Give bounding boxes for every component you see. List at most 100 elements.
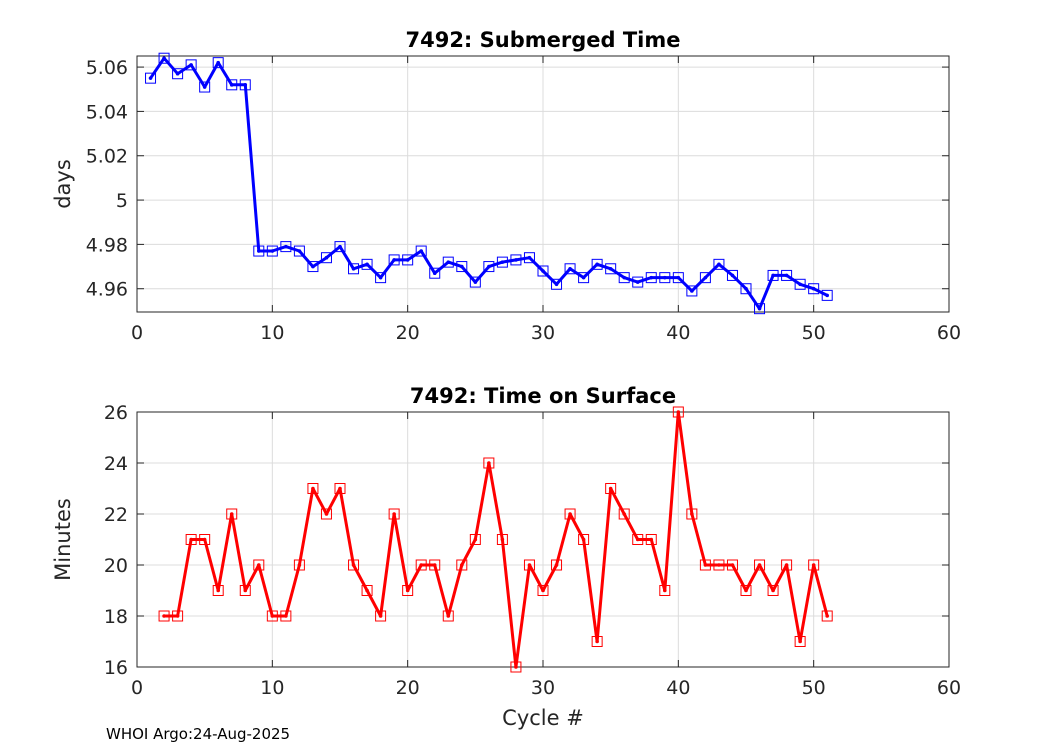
bottom-data-point-dot <box>419 563 424 567</box>
bottom-data-point-dot <box>811 563 816 567</box>
top-data-point-marker <box>415 245 427 257</box>
top-y-tick-label: 4.96 <box>86 279 128 301</box>
bottom-data-point-dot <box>541 588 545 593</box>
top-data-point-marker <box>767 269 779 281</box>
top-data-point-dot <box>690 289 694 293</box>
bottom-x-tick-label: 30 <box>531 677 555 699</box>
top-data-point-marker <box>388 254 400 266</box>
bottom-data-point-marker <box>158 610 170 622</box>
top-data-point-marker <box>659 272 671 284</box>
bottom-y-tick-label: 24 <box>104 453 128 475</box>
top-data-point-marker <box>672 272 684 284</box>
bottom-data-point-marker <box>375 610 387 622</box>
top-data-point-marker <box>564 263 576 275</box>
bottom-data-point-dot <box>284 614 288 618</box>
top-data-point-marker <box>212 57 224 69</box>
bottom-data-point-marker <box>645 534 657 545</box>
bottom-data-point-marker <box>320 508 332 520</box>
bottom-data-point-marker <box>523 559 535 571</box>
top-data-point-dot <box>460 264 464 269</box>
top-data-point-dot <box>757 306 762 311</box>
bottom-data-point-dot <box>649 537 654 542</box>
bottom-x-tick-label: 10 <box>260 677 284 699</box>
bottom-data-point-dot <box>202 537 207 542</box>
top-data-point-dot <box>351 266 356 271</box>
bottom-data-point-marker <box>726 559 738 571</box>
bottom-data-point-marker <box>808 559 820 571</box>
bottom-data-point-dot <box>189 537 193 542</box>
bottom-data-point-dot <box>378 614 383 618</box>
bottom-data-point-marker <box>591 636 603 647</box>
bottom-data-point-dot <box>162 614 166 618</box>
top-data-point-dot <box>229 83 234 87</box>
bottom-data-point-marker <box>388 508 400 520</box>
top-data-point-marker <box>605 263 617 275</box>
top-y-tick-label: 5.04 <box>86 101 128 123</box>
top-data-point-dot <box>595 262 599 267</box>
top-data-point-dot <box>284 244 288 249</box>
bottom-data-point-dot <box>365 588 369 593</box>
top-data-point-marker <box>551 278 563 290</box>
top-data-point-dot <box>446 260 451 264</box>
top-data-point-marker <box>510 254 522 266</box>
bottom-data-point-marker <box>632 534 644 545</box>
bottom-data-point-marker <box>781 559 793 571</box>
bottom-data-point-marker <box>699 559 711 571</box>
bottom-data-point-marker <box>794 636 806 647</box>
bottom-data-point-marker <box>672 406 684 418</box>
bottom-data-point-dot <box>676 410 681 414</box>
bottom-data-point-marker <box>429 559 441 571</box>
top-data-point-marker <box>429 267 441 279</box>
top-y-tick-label: 5.02 <box>86 146 128 168</box>
top-data-point-dot <box>324 255 329 260</box>
bottom-data-point-marker <box>740 585 752 596</box>
top-data-point-marker <box>280 241 292 253</box>
top-x-tick-label: 40 <box>666 322 690 344</box>
bottom-chart-title: 7492: Time on Surface <box>410 384 676 408</box>
bottom-data-point-marker <box>239 585 251 596</box>
top-data-point-marker <box>456 261 468 273</box>
top-data-point-marker <box>293 245 305 257</box>
bottom-data-point-marker <box>483 457 495 469</box>
top-data-point-dot <box>649 275 654 280</box>
bottom-data-point-dot <box>175 614 180 618</box>
top-data-point-marker <box>591 258 603 270</box>
top-data-point-marker <box>402 254 414 266</box>
bottom-x-tick-label: 20 <box>396 677 420 699</box>
bottom-y-tick-label: 16 <box>104 657 128 679</box>
bottom-data-point-dot <box>243 588 248 593</box>
bottom-x-tick-label: 50 <box>802 677 826 699</box>
top-data-point-marker <box>307 261 319 273</box>
top-data-point-marker <box>523 252 535 264</box>
top-y-tick-label: 5 <box>116 190 128 212</box>
bottom-chart: 0 10 20 30 40 50 60 16 18 20 22 24 26 7492: Time on S… <box>51 384 961 730</box>
bottom-data-point-dot <box>554 563 559 567</box>
top-data-point-dot <box>189 63 193 67</box>
bottom-y-tick-label: 18 <box>104 606 128 628</box>
bottom-data-point-marker <box>361 585 373 596</box>
top-data-point-marker <box>266 245 278 257</box>
top-data-point-dot <box>148 76 153 80</box>
bottom-y-tick-label: 20 <box>104 555 128 577</box>
top-data-point-dot <box>473 280 478 284</box>
bottom-data-point-marker <box>537 585 549 596</box>
top-data-point-dot <box>365 262 369 267</box>
top-data-point-dot <box>798 282 802 287</box>
top-data-point-marker <box>537 265 549 277</box>
top-data-point-dot <box>730 273 735 278</box>
bottom-data-point-dot <box>405 588 410 593</box>
top-y-tick-label: 5.06 <box>86 57 128 79</box>
top-data-point-marker <box>320 252 332 264</box>
top-data-point-dot <box>162 56 166 61</box>
bottom-y-axis-label: Minutes <box>51 498 75 581</box>
top-data-point-dot <box>608 266 613 271</box>
bottom-data-point-dot <box>270 614 275 618</box>
bottom-data-point-marker <box>821 610 833 622</box>
top-data-point-dot <box>811 286 816 291</box>
top-chart-title: 7492: Submerged Time <box>405 28 680 52</box>
bottom-data-point-dot <box>744 588 748 593</box>
bottom-data-point-dot <box>473 537 478 542</box>
bottom-data-point-dot <box>460 563 464 567</box>
bottom-data-point-dot <box>351 563 356 567</box>
top-data-point-marker <box>686 285 698 297</box>
